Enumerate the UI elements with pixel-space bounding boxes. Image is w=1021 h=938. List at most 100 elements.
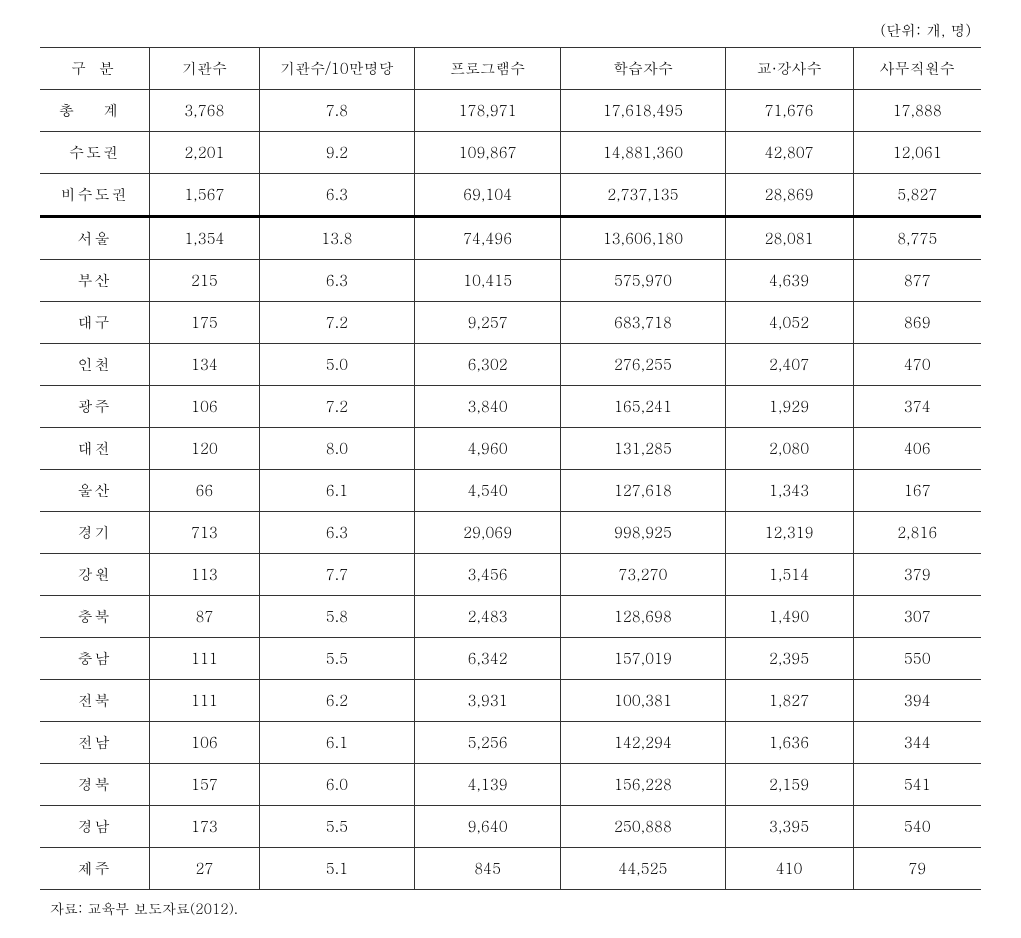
row-value: 470 [853,344,981,386]
row-value: 156,228 [561,764,725,806]
row-value: 215 [150,260,260,302]
row-value: 7.7 [259,554,414,596]
table-row: 광주1067.23,840165,2411,929374 [40,386,981,428]
row-value: 28,081 [725,217,853,260]
unit-label: (단위: 개, 명) [40,20,981,41]
table-row: 경북1576.04,139156,2282,159541 [40,764,981,806]
row-value: 550 [853,638,981,680]
table-row: 인천1345.06,302276,2552,407470 [40,344,981,386]
row-label: 광주 [40,386,150,428]
row-label: 비수도권 [40,174,150,217]
row-value: 134 [150,344,260,386]
row-value: 344 [853,722,981,764]
row-value: 4,639 [725,260,853,302]
row-label: 충북 [40,596,150,638]
row-value: 111 [150,680,260,722]
row-value: 111 [150,638,260,680]
row-value: 5.5 [259,638,414,680]
table-row: 경남1735.59,640250,8883,395540 [40,806,981,848]
row-value: 178,971 [415,90,561,132]
row-value: 1,929 [725,386,853,428]
row-value: 307 [853,596,981,638]
row-value: 9,257 [415,302,561,344]
row-value: 2,816 [853,512,981,554]
row-value: 869 [853,302,981,344]
row-value: 575,970 [561,260,725,302]
row-value: 8.0 [259,428,414,470]
row-value: 79 [853,848,981,890]
table-row: 제주275.184544,52541079 [40,848,981,890]
table-row: 울산666.14,540127,6181,343167 [40,470,981,512]
row-value: 6.0 [259,764,414,806]
row-value: 2,737,135 [561,174,725,217]
table-row: 경기7136.329,069998,92512,3192,816 [40,512,981,554]
row-value: 71,676 [725,90,853,132]
row-value: 13,606,180 [561,217,725,260]
row-value: 109,867 [415,132,561,174]
table-row: 부산2156.310,415575,9704,639877 [40,260,981,302]
table-row: 충북875.82,483128,6981,490307 [40,596,981,638]
row-value: 29,069 [415,512,561,554]
row-value: 12,319 [725,512,853,554]
row-value: 100,381 [561,680,725,722]
row-value: 3,840 [415,386,561,428]
row-label: 강원 [40,554,150,596]
row-value: 250,888 [561,806,725,848]
row-value: 4,960 [415,428,561,470]
row-value: 394 [853,680,981,722]
row-value: 10,415 [415,260,561,302]
row-value: 5.5 [259,806,414,848]
table-row: 비수도권1,5676.369,1042,737,13528,8695,827 [40,174,981,217]
row-value: 5.0 [259,344,414,386]
table-row: 대구1757.29,257683,7184,052869 [40,302,981,344]
row-value: 410 [725,848,853,890]
row-value: 5,256 [415,722,561,764]
row-value: 713 [150,512,260,554]
row-value: 106 [150,386,260,428]
row-value: 165,241 [561,386,725,428]
row-value: 106 [150,722,260,764]
row-value: 2,080 [725,428,853,470]
row-value: 14,881,360 [561,132,725,174]
row-label: 전남 [40,722,150,764]
row-value: 127,618 [561,470,725,512]
header-staff: 사무직원수 [853,48,981,90]
source-label: 자료: 교육부 보도자료(2012). [40,898,981,918]
row-value: 3,768 [150,90,260,132]
row-value: 2,159 [725,764,853,806]
row-label: 경기 [40,512,150,554]
statistics-table: 구 분 기관수 기관수/10만명당 프로그램수 학습자수 교·강사수 사무직원수… [40,47,981,890]
row-value: 13.8 [259,217,414,260]
table-row: 전남1066.15,256142,2941,636344 [40,722,981,764]
row-value: 406 [853,428,981,470]
row-value: 374 [853,386,981,428]
row-value: 1,636 [725,722,853,764]
row-value: 7.8 [259,90,414,132]
row-label: 총 계 [40,90,150,132]
row-value: 157 [150,764,260,806]
row-value: 73,270 [561,554,725,596]
row-label: 경북 [40,764,150,806]
row-label: 경남 [40,806,150,848]
row-value: 7.2 [259,302,414,344]
row-value: 9.2 [259,132,414,174]
row-value: 998,925 [561,512,725,554]
row-value: 1,490 [725,596,853,638]
row-value: 128,698 [561,596,725,638]
row-value: 6.1 [259,722,414,764]
row-value: 5.1 [259,848,414,890]
table-row: 강원1137.73,45673,2701,514379 [40,554,981,596]
table-row: 충남1115.56,342157,0192,395550 [40,638,981,680]
table-row: 총 계3,7687.8178,97117,618,49571,67617,888 [40,90,981,132]
row-label: 부산 [40,260,150,302]
row-value: 276,255 [561,344,725,386]
row-value: 5,827 [853,174,981,217]
row-value: 167 [853,470,981,512]
row-value: 44,525 [561,848,725,890]
row-value: 6.1 [259,470,414,512]
row-value: 6,342 [415,638,561,680]
row-value: 845 [415,848,561,890]
row-value: 120 [150,428,260,470]
table-row: 대전1208.04,960131,2852,080406 [40,428,981,470]
row-value: 1,343 [725,470,853,512]
